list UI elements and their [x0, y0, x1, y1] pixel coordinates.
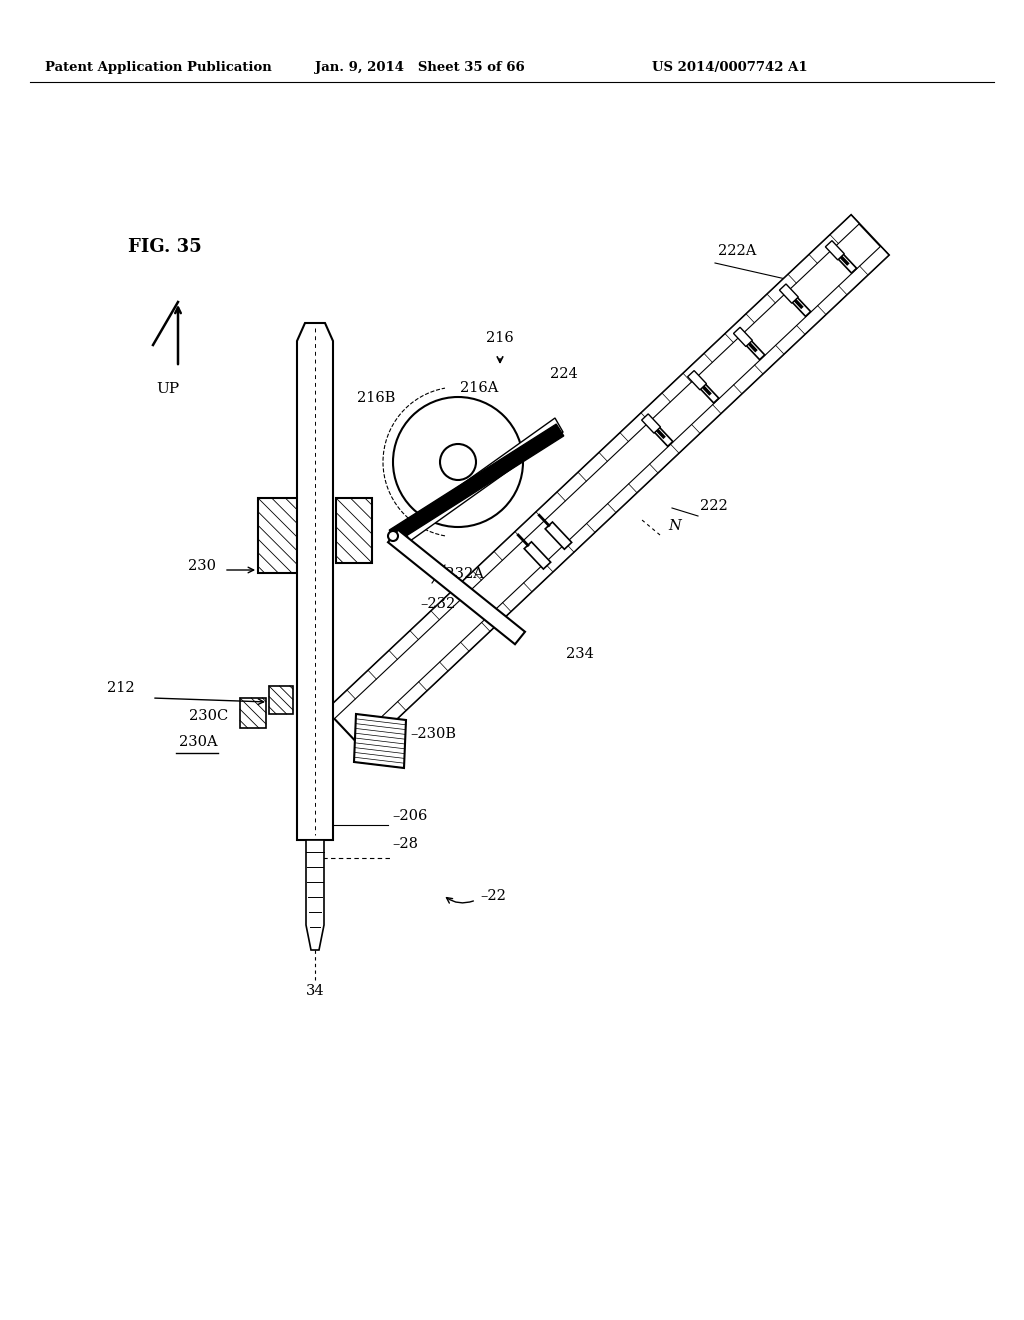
Polygon shape	[745, 341, 765, 359]
Polygon shape	[779, 284, 799, 304]
Text: 224: 224	[550, 367, 578, 381]
Text: 216B: 216B	[356, 391, 395, 405]
Circle shape	[388, 531, 398, 541]
Polygon shape	[354, 714, 406, 768]
Polygon shape	[733, 327, 753, 347]
Polygon shape	[306, 840, 324, 950]
Polygon shape	[838, 253, 857, 273]
Circle shape	[393, 397, 523, 527]
Polygon shape	[326, 215, 859, 718]
Polygon shape	[700, 384, 719, 403]
Text: UP: UP	[157, 381, 179, 396]
Text: Jan. 9, 2014   Sheet 35 of 66: Jan. 9, 2014 Sheet 35 of 66	[315, 61, 525, 74]
Polygon shape	[389, 424, 564, 543]
Text: 230: 230	[188, 558, 216, 573]
Text: –232A: –232A	[438, 568, 484, 581]
Text: 222A: 222A	[718, 244, 757, 257]
Polygon shape	[297, 323, 333, 840]
Polygon shape	[825, 240, 844, 260]
Polygon shape	[642, 414, 660, 433]
Polygon shape	[687, 371, 707, 389]
Circle shape	[440, 444, 476, 480]
Polygon shape	[336, 498, 372, 564]
Polygon shape	[240, 698, 266, 729]
Text: –22: –22	[480, 888, 506, 903]
Polygon shape	[355, 247, 889, 750]
Polygon shape	[388, 529, 525, 644]
Text: 230C: 230C	[188, 709, 228, 723]
Text: 222: 222	[700, 499, 728, 513]
Polygon shape	[402, 418, 563, 541]
Text: 34: 34	[306, 983, 325, 998]
Text: –232: –232	[420, 597, 456, 611]
Text: FIG. 35: FIG. 35	[128, 238, 202, 256]
Text: Patent Application Publication: Patent Application Publication	[45, 61, 271, 74]
Polygon shape	[524, 541, 551, 569]
Polygon shape	[258, 498, 306, 573]
Text: 230A: 230A	[179, 735, 218, 748]
Text: 136: 136	[295, 681, 323, 696]
Text: 216A: 216A	[460, 381, 499, 395]
Text: 234: 234	[566, 647, 594, 661]
Polygon shape	[326, 215, 889, 750]
Text: 212: 212	[108, 681, 135, 696]
Polygon shape	[545, 521, 571, 549]
Polygon shape	[792, 297, 811, 317]
Text: –28: –28	[392, 837, 418, 851]
Text: N: N	[668, 519, 681, 533]
Text: US 2014/0007742 A1: US 2014/0007742 A1	[652, 61, 808, 74]
Polygon shape	[654, 426, 673, 446]
Text: 216: 216	[486, 331, 514, 345]
Text: –206: –206	[392, 809, 427, 822]
Text: –230B: –230B	[410, 727, 456, 741]
Polygon shape	[269, 686, 293, 714]
